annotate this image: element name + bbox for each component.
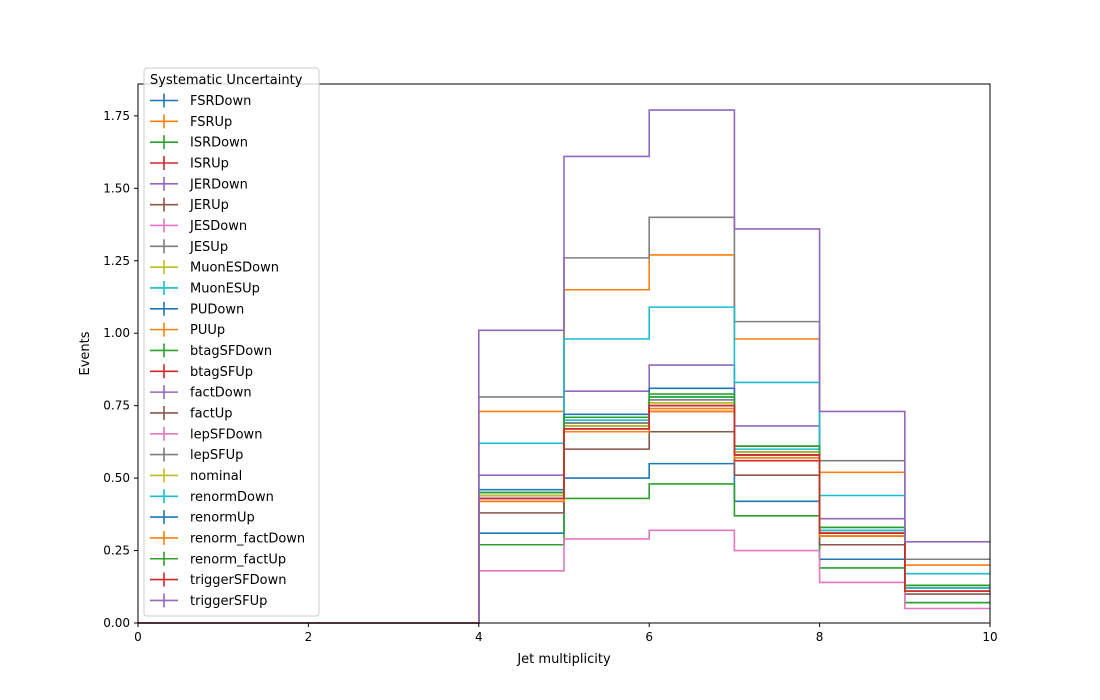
- plot-frame: [137, 83, 991, 624]
- legend-label: PUDown: [190, 302, 244, 317]
- legend-entry-MuonESDown: MuonESDown: [150, 260, 279, 276]
- legend-entry-JERUp: JERUp: [150, 197, 229, 213]
- legend-entry-FSRDown: FSRDown: [150, 93, 251, 109]
- legend-entry-renorm_factUp: renorm_factUp: [150, 551, 286, 567]
- y-tick-label: 0.25: [103, 544, 130, 558]
- legend-entry-btagSFUp: btagSFUp: [150, 364, 253, 380]
- legend-entry-factUp: factUp: [150, 405, 233, 421]
- legend-entry-JESUp: JESUp: [150, 239, 228, 255]
- legend-entry-lepSFUp: lepSFUp: [150, 447, 243, 463]
- legend-label: btagSFDown: [190, 344, 272, 359]
- legend-label: renormUp: [190, 511, 255, 526]
- x-tick-label: 2: [305, 630, 313, 644]
- legend-entry-PUDown: PUDown: [150, 301, 244, 317]
- x-tick-label: 4: [475, 630, 483, 644]
- legend-label: renormDown: [190, 490, 274, 505]
- legend-entry-triggerSFUp: triggerSFUp: [150, 593, 267, 609]
- legend-entry-ISRUp: ISRUp: [150, 155, 229, 171]
- ticks-layer: 0 2 4 6 8 10 0.00 0.25 0.50 0.75 1.00 1.25 1.50 1.75: [103, 109, 997, 644]
- legend-entry-FSRUp: FSRUp: [150, 114, 232, 130]
- legend-entry-MuonESUp: MuonESUp: [150, 280, 260, 296]
- legend-entry-triggerSFDown: triggerSFDown: [150, 572, 286, 588]
- legend-entry-renormUp: renormUp: [150, 510, 255, 526]
- legend-label: lepSFUp: [190, 448, 243, 463]
- legend-label: lepSFDown: [190, 427, 262, 442]
- legend-entry-renorm_factDown: renorm_factDown: [150, 530, 305, 546]
- legend-label: ISRDown: [190, 136, 248, 151]
- x-tick-label: 0: [134, 630, 142, 644]
- y-tick-label: 1.75: [103, 109, 130, 123]
- legend-entry-lepSFDown: lepSFDown: [150, 426, 262, 442]
- legend-entry-renormDown: renormDown: [150, 489, 274, 505]
- legend-label: triggerSFUp: [190, 594, 267, 609]
- legend-label: JESUp: [189, 240, 228, 255]
- legend-label: factDown: [190, 386, 252, 401]
- legend-entries: FSRDown FSRUp ISRDown ISRUp JERDown JERUp JESD…: [150, 93, 305, 609]
- legend-label: MuonESUp: [190, 281, 260, 296]
- legend: Systematic Uncertainty FSRDown FSRUp ISRDo…: [143, 67, 320, 617]
- legend-label: triggerSFDown: [190, 573, 286, 588]
- legend-label: JERDown: [189, 177, 248, 192]
- legend-entry-JERDown: JERDown: [150, 176, 248, 192]
- legend-label: ISRUp: [190, 156, 229, 171]
- legend-entry-factDown: factDown: [150, 385, 252, 401]
- y-tick-label: 0.75: [103, 399, 130, 413]
- legend-label: nominal: [190, 469, 242, 484]
- legend-label: PUUp: [190, 323, 225, 338]
- y-axis-label: Events: [78, 331, 93, 375]
- y-tick-label: 1.00: [103, 326, 130, 340]
- x-tick-label: 8: [816, 630, 824, 644]
- legend-title: Systematic Uncertainty: [150, 73, 303, 88]
- y-tick-label: 0.50: [103, 471, 130, 485]
- y-tick-label: 1.25: [103, 254, 130, 268]
- legend-box: [143, 67, 320, 617]
- y-tick-label: 0.00: [103, 616, 130, 630]
- legend-label: renorm_factUp: [190, 552, 286, 567]
- legend-label: JERUp: [189, 198, 229, 213]
- legend-label: FSRUp: [190, 115, 232, 130]
- legend-entry-PUUp: PUUp: [150, 322, 225, 338]
- legend-entry-nominal: nominal: [150, 468, 242, 484]
- legend-label: renorm_factDown: [190, 531, 305, 546]
- legend-label: JESDown: [189, 219, 247, 234]
- legend-label: factUp: [190, 406, 233, 421]
- legend-label: MuonESDown: [190, 261, 279, 276]
- legend-entry-btagSFDown: btagSFDown: [150, 343, 272, 359]
- legend-label: btagSFUp: [190, 365, 253, 380]
- legend-entry-JESDown: JESDown: [150, 218, 247, 234]
- legend-label: FSRDown: [190, 94, 251, 109]
- x-tick-label: 10: [982, 630, 997, 644]
- y-tick-label: 1.50: [103, 181, 130, 195]
- x-axis-label: Jet multiplicity: [516, 652, 611, 667]
- legend-entry-ISRDown: ISRDown: [150, 135, 248, 151]
- x-tick-label: 6: [645, 630, 653, 644]
